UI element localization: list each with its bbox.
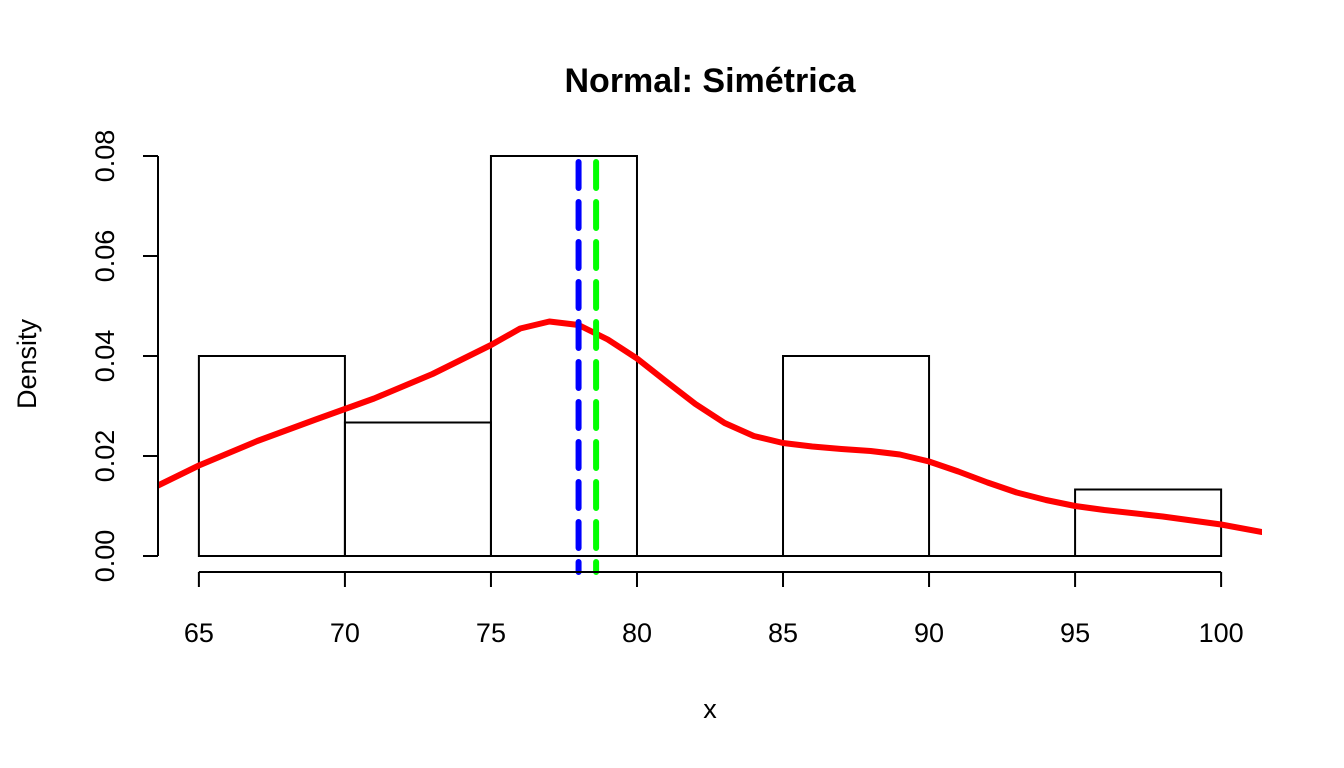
y-tick-label-5: 0.08	[90, 130, 120, 183]
y-tick-label-4: 0.06	[90, 230, 120, 283]
y-tick-label-1: 0.00	[90, 530, 120, 583]
histogram-bar-3	[489, 155, 638, 557]
x-tick-label-1: 65	[184, 618, 214, 648]
density-curve-layer	[158, 318, 1262, 535]
histogram-bar-2	[343, 421, 492, 557]
y-axis: 0.00 0.02 0.04 0.06 0.08	[90, 130, 159, 583]
x-axis-label: x	[703, 694, 717, 724]
y-tick-label-3: 0.04	[90, 330, 120, 383]
x-axis: 65 70 75 80 85 90 95 100	[184, 571, 1244, 648]
vertical-reference-lines	[575, 159, 600, 575]
x-tick-label-4: 80	[622, 618, 652, 648]
x-tick-label-6: 90	[914, 618, 944, 648]
chart-title: Normal: Simétrica	[565, 62, 857, 100]
x-tick-label-3: 75	[476, 618, 506, 648]
y-axis-label: Density	[12, 318, 42, 409]
density-curve	[158, 318, 1262, 535]
x-tick-label-5: 85	[768, 618, 798, 648]
histogram-bars	[197, 155, 1223, 558]
y-tick-label-2: 0.02	[90, 430, 120, 483]
x-tick-label-7: 95	[1060, 618, 1090, 648]
x-tick-label-2: 70	[330, 618, 360, 648]
x-tick-label-8: 100	[1199, 618, 1244, 648]
